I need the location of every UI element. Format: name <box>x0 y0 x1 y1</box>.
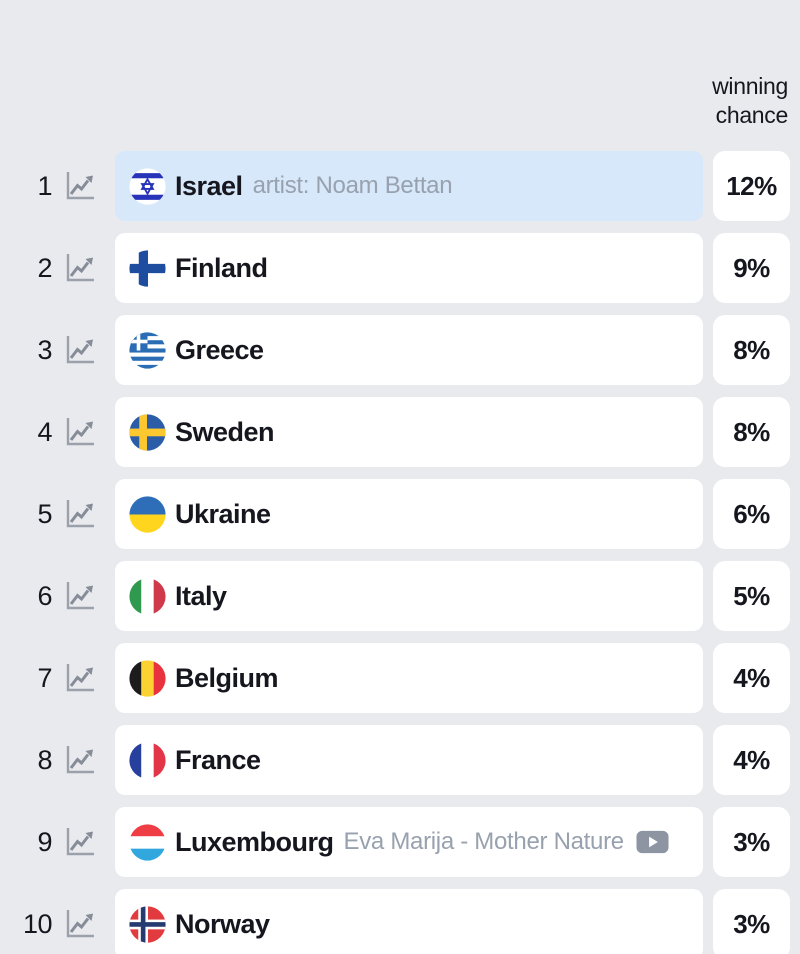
trend-chart-icon[interactable] <box>61 495 99 533</box>
rank-number: 1 <box>37 170 52 201</box>
rank-number: 9 <box>37 826 52 857</box>
trend-chart-icon[interactable] <box>61 413 99 451</box>
rank-cell: 1 <box>0 167 115 205</box>
ranking-row: 4 Sweden 8% <box>0 397 800 467</box>
country-name: Luxembourg <box>175 826 334 857</box>
trend-chart-icon[interactable] <box>61 249 99 287</box>
rank-cell: 6 <box>0 577 115 615</box>
flag-norway-icon <box>129 905 166 943</box>
winning-chance-value: 8% <box>713 397 790 467</box>
ranking-row: 6 Italy 5% <box>0 561 800 631</box>
ranking-list: 1 Israel artist: Noam Bettan 12% 2 Finla… <box>0 151 800 954</box>
rank-number: 7 <box>37 662 52 693</box>
flag-israel-icon <box>129 167 166 205</box>
trend-chart-icon[interactable] <box>61 659 99 697</box>
rank-cell: 9 <box>0 823 115 861</box>
country-name: Greece <box>175 334 264 365</box>
country-card[interactable]: Greece <box>115 315 703 385</box>
country-card[interactable]: Ukraine <box>115 479 703 549</box>
winning-chance-value: 5% <box>713 561 790 631</box>
ranking-row: 3 Greece 8% <box>0 315 800 385</box>
flag-sweden-icon <box>129 413 166 451</box>
flag-ukraine-icon <box>129 495 166 533</box>
rank-cell: 2 <box>0 249 115 287</box>
winning-chance-value: 6% <box>713 479 790 549</box>
ranking-row: 7 Belgium 4% <box>0 643 800 713</box>
rank-number: 6 <box>37 580 52 611</box>
rank-cell: 10 <box>0 905 115 943</box>
entry-detail-text: artist: Noam Bettan <box>252 172 453 199</box>
winning-chance-value: 9% <box>713 233 790 303</box>
winning-chance-value: 3% <box>713 807 790 877</box>
country-name: Belgium <box>175 662 279 693</box>
rank-number: 2 <box>37 252 52 283</box>
trend-chart-icon[interactable] <box>61 331 99 369</box>
country-name: Israel <box>175 170 243 201</box>
flag-finland-icon <box>129 249 166 287</box>
rank-cell: 4 <box>0 413 115 451</box>
trend-chart-icon[interactable] <box>61 167 99 205</box>
winning-chance-value: 3% <box>713 889 790 954</box>
country-card[interactable]: Israel artist: Noam Bettan <box>115 151 703 221</box>
country-card[interactable]: Finland <box>115 233 703 303</box>
ranking-row: 2 Finland 9% <box>0 233 800 303</box>
country-card[interactable]: Luxembourg Eva Marija - Mother Nature <box>115 807 703 877</box>
country-name: Finland <box>175 252 268 283</box>
flag-italy-icon <box>129 577 166 615</box>
rank-number: 5 <box>37 498 52 529</box>
country-card[interactable]: Sweden <box>115 397 703 467</box>
winning-chance-value: 4% <box>713 643 790 713</box>
trend-chart-icon[interactable] <box>61 577 99 615</box>
ranking-row: 9 Luxembourg Eva Marija - Mother Nature … <box>0 807 800 877</box>
country-name: Sweden <box>175 416 275 447</box>
flag-greece-icon <box>129 331 166 369</box>
trend-chart-icon[interactable] <box>61 741 99 779</box>
ranking-row: 1 Israel artist: Noam Bettan 12% <box>0 151 800 221</box>
country-card[interactable]: Italy <box>115 561 703 631</box>
video-play-icon[interactable] <box>636 830 669 854</box>
trend-chart-icon[interactable] <box>61 823 99 861</box>
flag-luxembourg-icon <box>129 823 166 861</box>
rank-cell: 7 <box>0 659 115 697</box>
ranking-row: 8 France 4% <box>0 725 800 795</box>
flag-belgium-icon <box>129 659 166 697</box>
rank-number: 10 <box>22 908 53 939</box>
rank-cell: 3 <box>0 331 115 369</box>
country-name: Italy <box>175 580 227 611</box>
rank-cell: 5 <box>0 495 115 533</box>
winning-chance-value: 8% <box>713 315 790 385</box>
rank-number: 3 <box>37 334 52 365</box>
country-card[interactable]: France <box>115 725 703 795</box>
ranking-row: 5 Ukraine 6% <box>0 479 800 549</box>
ranking-row: 10 Norway 3% <box>0 889 800 954</box>
country-card[interactable]: Belgium <box>115 643 703 713</box>
country-name: Ukraine <box>175 498 271 529</box>
trend-chart-icon[interactable] <box>61 905 99 943</box>
winning-chance-column-header: winning chance <box>712 73 788 128</box>
winning-chance-value: 4% <box>713 725 790 795</box>
country-name: Norway <box>175 908 270 939</box>
rank-number: 8 <box>37 744 52 775</box>
rank-cell: 8 <box>0 741 115 779</box>
country-card[interactable]: Norway <box>115 889 703 954</box>
country-name: France <box>175 744 261 775</box>
flag-france-icon <box>129 741 166 779</box>
winning-chance-value: 12% <box>713 151 790 221</box>
entry-detail-text: Eva Marija - Mother Nature <box>343 828 624 855</box>
rank-number: 4 <box>37 416 52 447</box>
